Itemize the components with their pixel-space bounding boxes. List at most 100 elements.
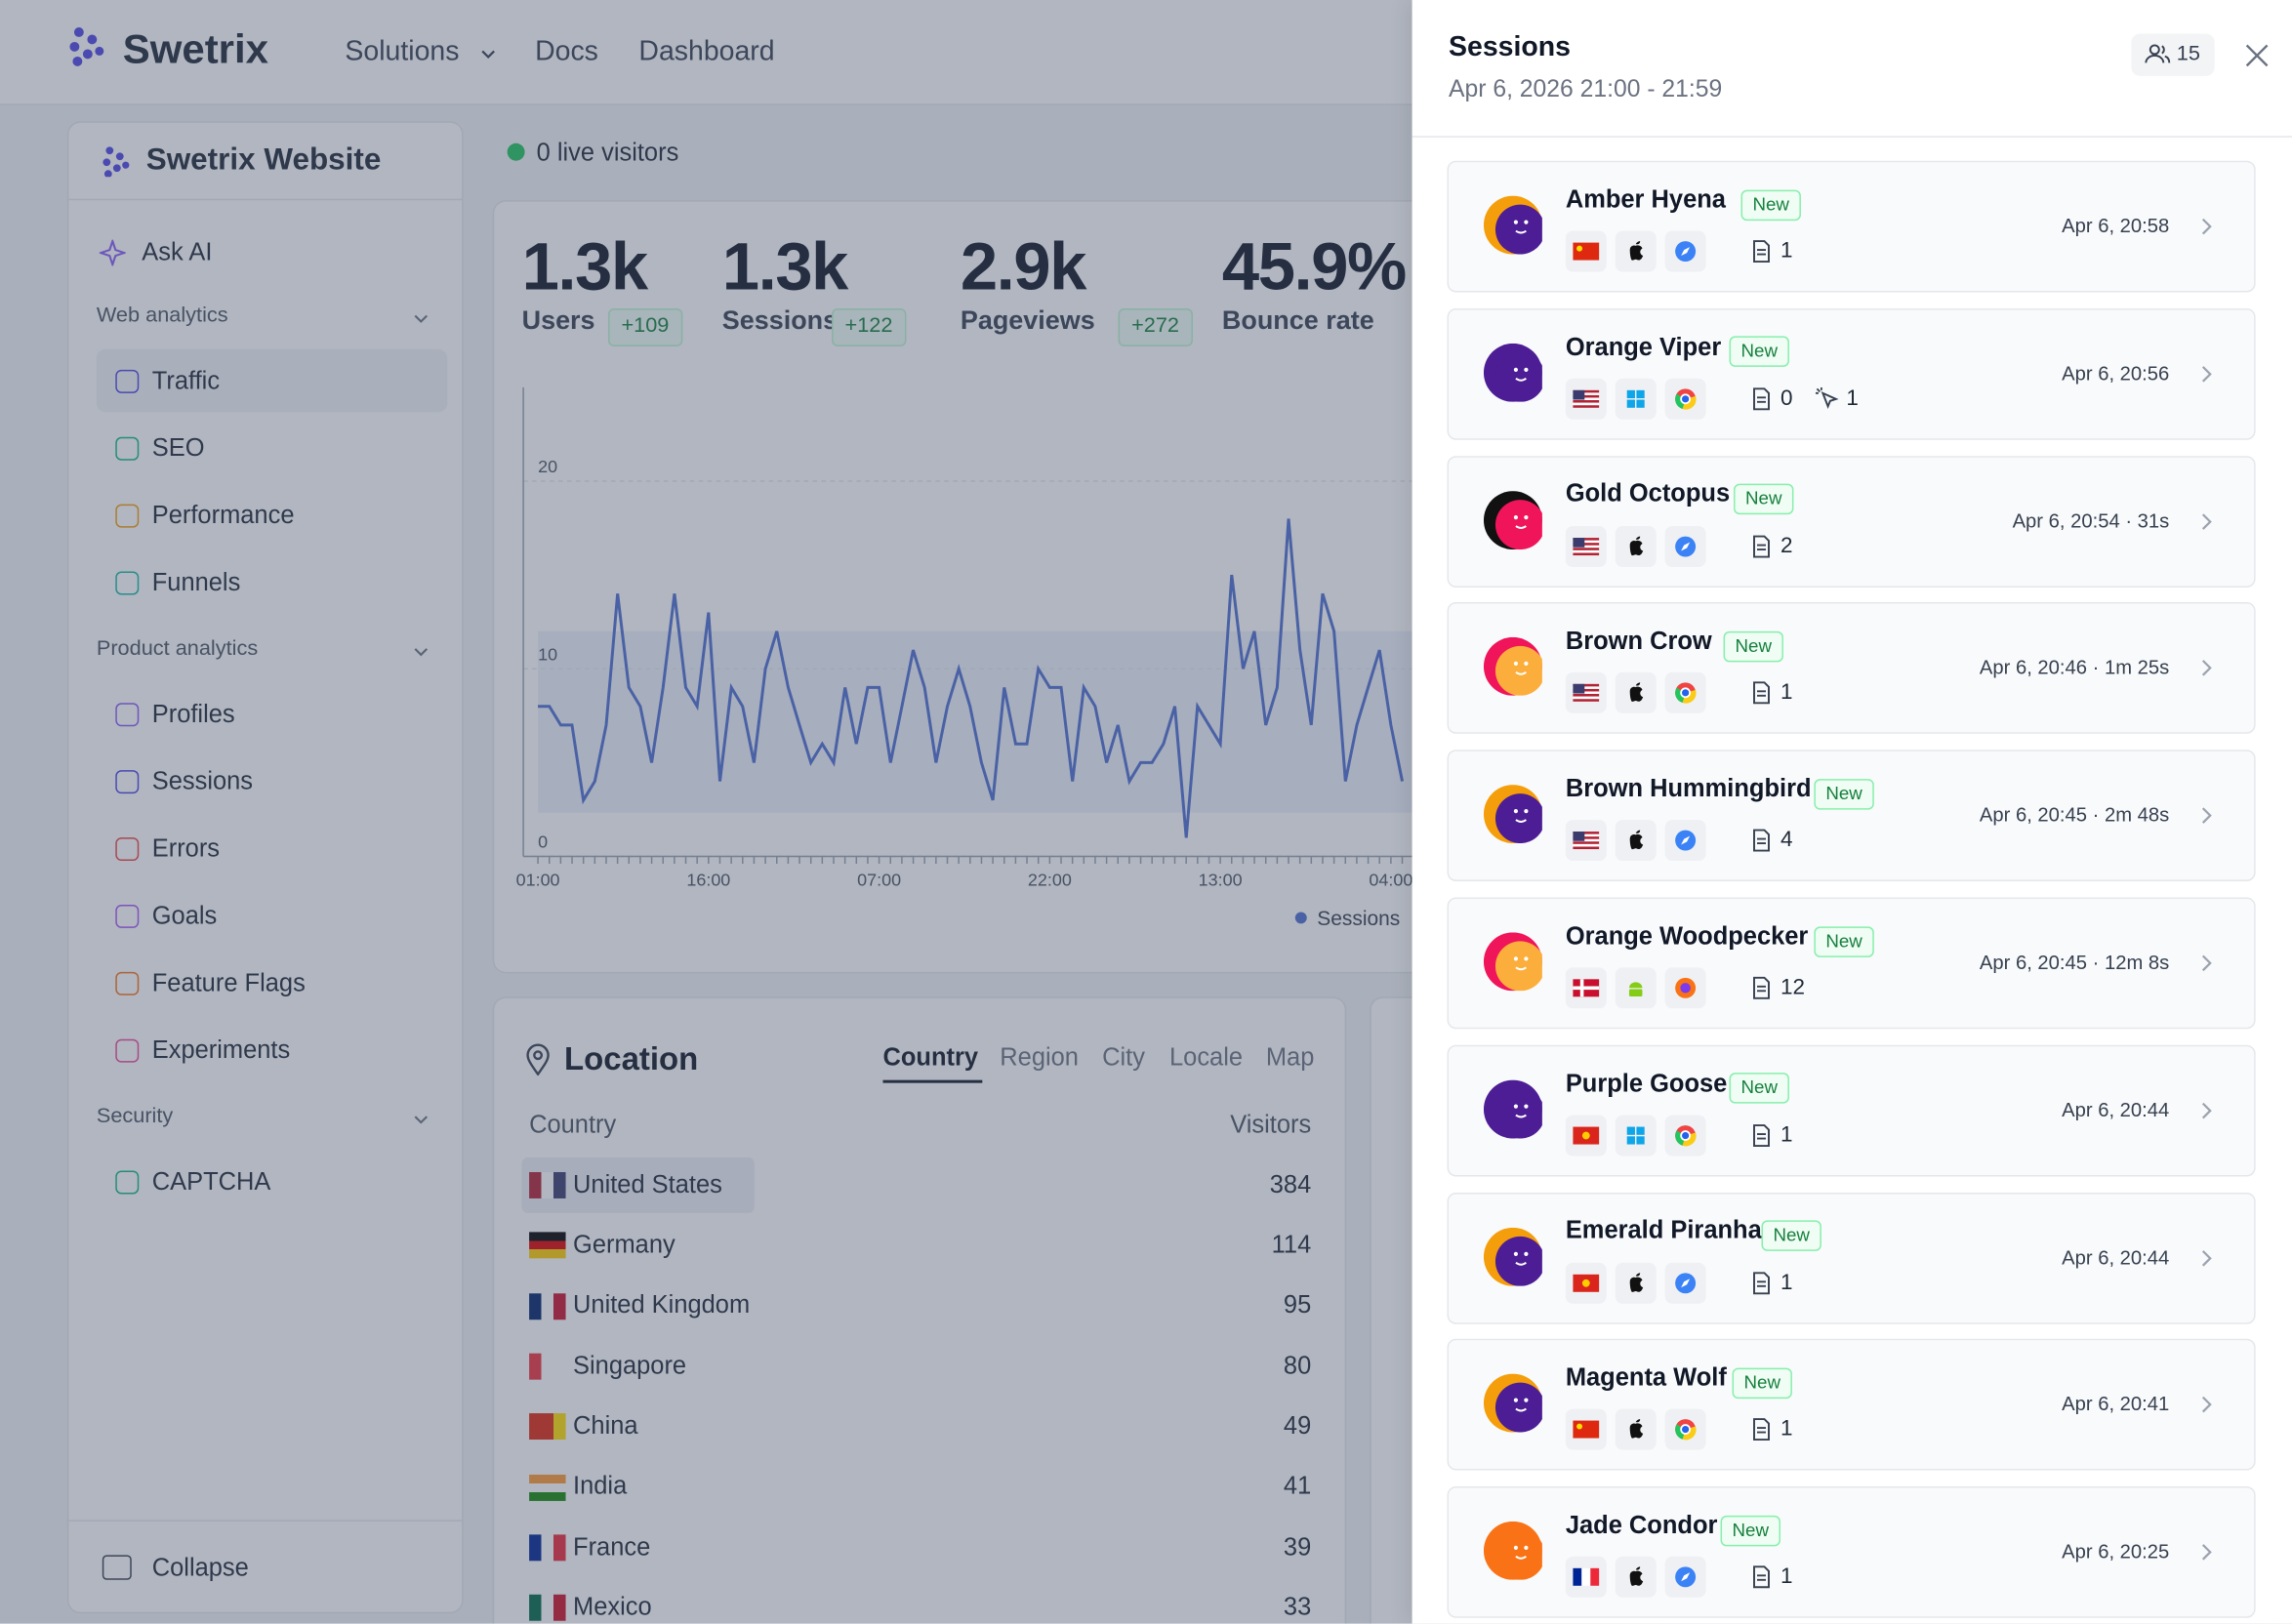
icon-part — [1753, 240, 1770, 264]
nav-item[interactable]: Feature Flags — [151, 968, 306, 996]
nav-item[interactable]: SEO — [151, 433, 205, 462]
tab[interactable]: Locale — [1169, 1042, 1244, 1072]
icon-part — [2201, 365, 2212, 383]
icon-part — [1626, 389, 1645, 408]
icon-part — [1753, 829, 1770, 852]
new-badge: New — [1761, 1220, 1821, 1252]
icon-part — [1573, 542, 1600, 546]
icon-part — [1515, 1114, 1527, 1118]
icon-part — [2201, 807, 2212, 825]
icon-part — [1629, 241, 1644, 261]
icon-part — [1626, 399, 1635, 408]
nav-item[interactable]: Errors — [151, 833, 221, 863]
close-button[interactable] — [2244, 42, 2271, 68]
icon-part — [1524, 1104, 1529, 1109]
card-title: Location — [564, 1039, 699, 1077]
nav-item[interactable]: Profiles — [151, 699, 235, 728]
icon-part — [1626, 1136, 1635, 1145]
tab[interactable]: Country — [882, 1042, 979, 1072]
icon-part — [1573, 832, 1600, 850]
icon-part — [1680, 393, 1692, 404]
flag — [529, 1534, 566, 1562]
icon-part — [87, 34, 98, 45]
session-time: Apr 6, 20:56 — [2062, 361, 2170, 385]
nav-link[interactable]: Solutions — [345, 35, 460, 67]
icon-part — [1675, 682, 1697, 705]
icon-part — [2201, 1249, 2212, 1267]
icon-part — [1573, 986, 1600, 991]
pageview-count: 1 — [1780, 1416, 1793, 1442]
icon-part — [1573, 389, 1585, 400]
icon-part — [1576, 245, 1583, 252]
icon-part — [1753, 681, 1770, 705]
new-badge: New — [1734, 483, 1794, 515]
icon-part — [1513, 956, 1519, 961]
nav-item[interactable]: Goals — [151, 901, 218, 930]
icon-part — [1513, 514, 1519, 519]
browser-icon — [1664, 820, 1706, 862]
icon-part — [73, 27, 84, 37]
icon-part — [1524, 1251, 1529, 1256]
icon-part — [1815, 386, 1822, 394]
icon-part — [1681, 247, 1691, 257]
tab[interactable]: City — [1102, 1042, 1145, 1072]
icon-part — [72, 56, 83, 66]
stat-delta: +122 — [832, 308, 906, 346]
icon-part — [1573, 1126, 1600, 1145]
nav-item[interactable]: CAPTCHA — [151, 1167, 271, 1196]
icon-part — [1483, 785, 1545, 844]
nav-item[interactable]: Traffic — [151, 366, 221, 395]
flag — [529, 1413, 566, 1441]
legend-marker — [1294, 912, 1307, 924]
icon-part — [98, 237, 128, 268]
icon-part — [1573, 694, 1600, 698]
icon-part — [2201, 365, 2212, 383]
icon-part — [1753, 976, 1770, 999]
avatar — [1483, 1079, 1545, 1139]
icon-part — [1636, 1126, 1645, 1135]
icon-part — [1753, 535, 1770, 557]
flag — [529, 1353, 566, 1380]
nav-item[interactable]: Experiments — [151, 1035, 291, 1064]
session-name: Emerald Piranha — [1565, 1216, 1762, 1244]
icon-part — [2245, 44, 2269, 67]
stat-label: Sessions — [721, 305, 839, 336]
nav-item[interactable]: Performance — [151, 501, 295, 529]
nav-item[interactable]: Collapse — [151, 1553, 249, 1581]
icon-part — [1573, 979, 1600, 997]
country-flag — [1565, 820, 1607, 862]
line-series — [538, 518, 1405, 838]
icon-part — [1573, 547, 1600, 550]
session-card[interactable] — [1447, 897, 2256, 1030]
item-icon — [115, 837, 140, 862]
live-dot — [507, 142, 525, 161]
session-name: Magenta Wolf — [1565, 1363, 1727, 1392]
browser-icon — [1664, 230, 1706, 272]
icon-part — [1573, 1421, 1600, 1440]
tab[interactable]: Region — [1000, 1042, 1079, 1072]
page-icon — [1751, 1418, 1772, 1441]
icon-part — [1494, 941, 1545, 992]
browser-icon — [1664, 378, 1706, 420]
x-tick-label: 04:00 — [1369, 870, 1412, 889]
tab[interactable]: Map — [1265, 1042, 1315, 1072]
icon-part — [1590, 1568, 1600, 1587]
nav-item[interactable]: Ask AI — [142, 237, 213, 266]
icon-part — [1513, 1546, 1519, 1551]
icon-part — [1515, 524, 1527, 529]
page-icon — [1751, 681, 1772, 705]
chevron — [479, 44, 497, 61]
nav-item[interactable]: Sessions — [151, 766, 254, 795]
visitor-count: 33 — [1283, 1593, 1312, 1621]
icon-part — [1629, 1419, 1644, 1440]
session-name: Jade Condor — [1565, 1511, 1718, 1539]
chevron — [2197, 1246, 2215, 1270]
live-visitors[interactable]: 0 live visitors — [536, 138, 679, 167]
icon-part — [1573, 684, 1585, 695]
nav-link[interactable]: Dashboard — [638, 35, 775, 67]
nav-link[interactable]: Docs — [535, 35, 598, 67]
nav-item[interactable]: Funnels — [151, 568, 241, 596]
session-name: Amber Hyena — [1565, 184, 1726, 214]
icon-part — [1636, 399, 1645, 408]
icon-part — [1681, 1278, 1691, 1287]
